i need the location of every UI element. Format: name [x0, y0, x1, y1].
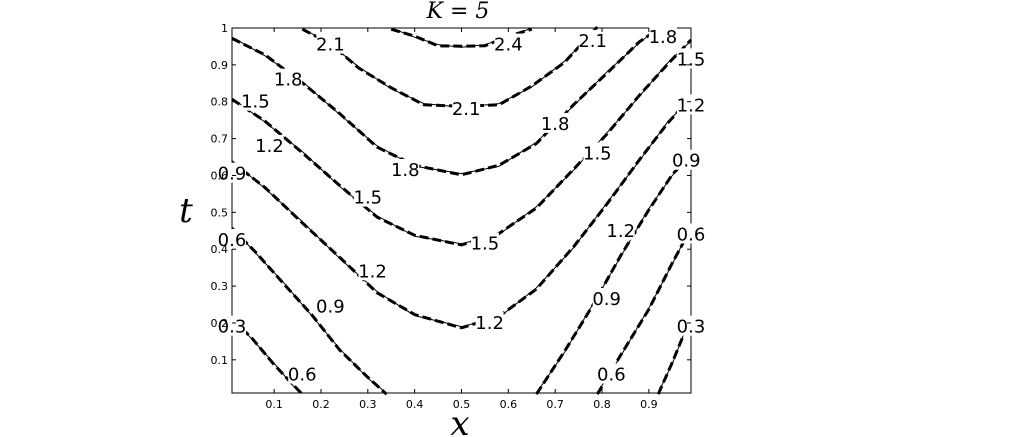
x-tick-label: 0.2	[312, 398, 330, 411]
contour-label-bg-13	[255, 134, 284, 155]
contour-label-20: 0.9	[592, 289, 621, 310]
contour-approx-3	[231, 38, 693, 247]
contour-label-7: 1.8	[649, 27, 678, 48]
contour-label-27: 0.3	[677, 317, 706, 338]
contour-label-bg-8	[241, 90, 270, 111]
contour-approx-1	[301, 25, 599, 108]
x-tick-label: 0.7	[546, 398, 564, 411]
contour-label-4: 1.8	[274, 70, 303, 91]
contour-exact-4	[231, 97, 692, 328]
y-tick-label: 0.6	[211, 169, 229, 182]
contour-label-bg-14	[358, 260, 387, 281]
contour-label-bg-0	[494, 33, 523, 54]
contour-label-16: 1.2	[606, 221, 635, 242]
contour-label-23: 0.6	[288, 365, 317, 386]
chart-title: K = 5	[426, 0, 490, 24]
contour-exact-1	[302, 27, 598, 108]
y-tick-label: 0.2	[211, 317, 229, 330]
contour-label-bg-24	[597, 363, 626, 384]
x-tick-label: 0.5	[453, 398, 471, 411]
contour-label-bg-9	[353, 186, 382, 207]
contour-label-14: 1.2	[358, 261, 387, 282]
x-axis-label: x	[450, 404, 469, 437]
contour-label-19: 0.9	[316, 296, 345, 317]
x-tick-label: 0.9	[640, 398, 658, 411]
y-axis-ticks: 0.10.20.30.40.50.60.70.80.91	[211, 22, 691, 367]
y-tick-label: 0.9	[211, 59, 229, 72]
contour-label-bg-26	[218, 315, 246, 336]
contour-label-bg-4	[274, 68, 303, 89]
y-tick-label: 0.7	[211, 133, 229, 146]
contour-label-bg-15	[475, 311, 504, 332]
contour-label-24: 0.6	[597, 365, 626, 386]
contour-label-bg-17	[677, 94, 705, 115]
contour-approx-5	[230, 227, 388, 396]
contour-approx-4	[231, 96, 693, 330]
contour-label-bg-7	[648, 26, 677, 47]
x-axis-ticks: 0.1 0.2 0.3 0.4 0.5 0.6 0.7 0.8 0.9	[265, 28, 658, 411]
contour-label-5: 1.8	[391, 160, 420, 181]
contour-label-bg-19	[316, 295, 345, 316]
x-tick-label: 0.1	[265, 398, 283, 411]
contour-label-12: 1.5	[677, 49, 706, 70]
contour-approx-2	[231, 27, 660, 177]
contour-label-bg-23	[288, 363, 317, 384]
y-tick-label: 0.3	[211, 280, 229, 293]
contour-label-bg-11	[583, 142, 612, 163]
y-tick-label: 1	[221, 22, 228, 35]
contour-label-15: 1.2	[475, 313, 504, 334]
contour-label-bg-12	[677, 48, 705, 69]
contour-label-9: 1.5	[354, 188, 383, 209]
contour-label-bg-21	[672, 149, 701, 170]
contour-label-26: 0.3	[218, 317, 247, 338]
contour-labels: 2.42.12.12.11.81.81.81.81.51.51.51.51.51…	[218, 26, 706, 386]
y-tick-label: 0.8	[211, 96, 229, 109]
contour-label-bg-25	[677, 223, 705, 244]
contour-label-6: 1.8	[541, 114, 570, 135]
contour-label-bg-22	[218, 228, 246, 249]
y-tick-label: 0.1	[211, 354, 229, 367]
contour-label-11: 1.5	[583, 143, 612, 164]
contour-label-8: 1.5	[241, 92, 270, 113]
x-tick-label: 0.8	[593, 398, 611, 411]
contour-label-bg-5	[391, 158, 420, 179]
contour-label-0: 2.4	[494, 35, 523, 56]
contour-label-21: 0.9	[672, 151, 701, 172]
contour-label-bg-3	[578, 29, 607, 50]
contour-label-bg-2	[452, 98, 481, 119]
contour-label-17: 1.2	[677, 95, 706, 116]
contour-label-1: 2.1	[316, 35, 345, 56]
contour-label-2: 2.1	[452, 99, 481, 120]
contour-approx-6	[535, 153, 693, 396]
contour-label-bg-1	[316, 33, 345, 54]
contour-label-13: 1.2	[255, 136, 284, 157]
y-tick-label: 0.5	[211, 206, 229, 219]
x-tick-label: 0.4	[406, 398, 424, 411]
x-tick-label: 0.3	[359, 398, 377, 411]
contour-label-bg-6	[541, 112, 570, 133]
x-tick-label: 0.6	[500, 398, 518, 411]
contour-label-bg-16	[606, 219, 635, 240]
contour-label-18: 0.9	[218, 164, 247, 185]
contour-label-bg-20	[592, 287, 621, 308]
contour-label-3: 2.1	[578, 31, 607, 52]
y-tick-label: 0.4	[211, 243, 229, 256]
contour-label-bg-18	[218, 162, 246, 183]
y-axis-label: t	[179, 191, 193, 231]
contour-label-25: 0.6	[677, 224, 706, 245]
contour-label-bg-10	[470, 232, 499, 253]
contour-label-22: 0.6	[218, 230, 247, 251]
contour-label-10: 1.5	[471, 234, 500, 255]
contour-label-bg-27	[677, 315, 705, 336]
